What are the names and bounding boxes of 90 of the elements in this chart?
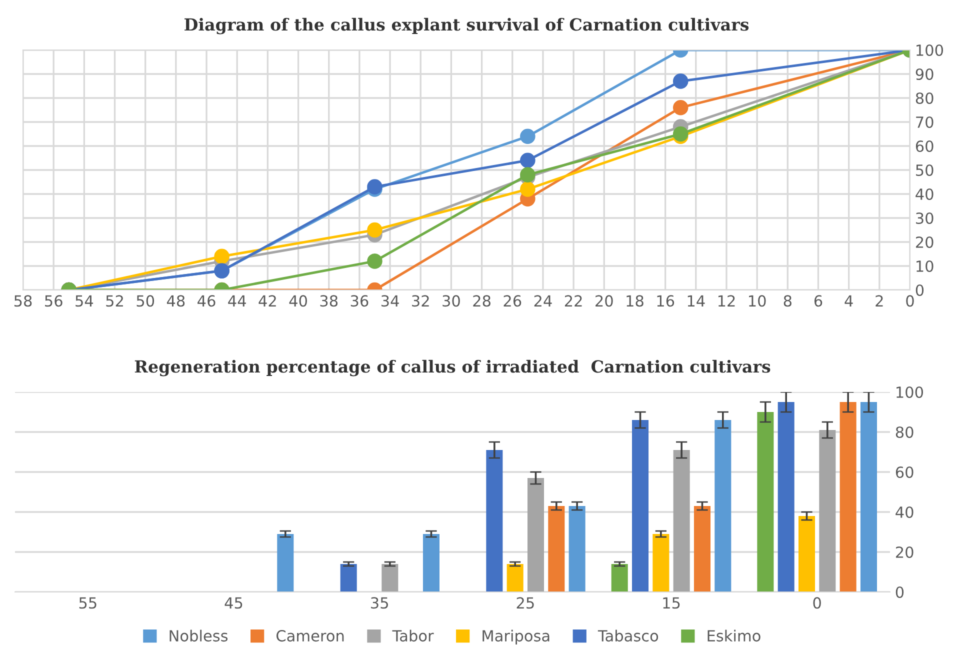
point [520,152,536,168]
legend-label: Nobless [170,630,228,642]
x-tick-label: 15 [663,597,680,609]
x-tick-label: 52 [106,295,123,307]
point [672,100,688,116]
x-tick-label: 4 [844,295,853,306]
x-tick-label: 36 [350,295,368,307]
bar [819,430,836,592]
y-tick-label: 60 [916,140,934,152]
y-tick-label: 40 [896,506,914,518]
x-tick-label: 28 [473,295,490,307]
bar [568,506,586,592]
x-tick-label: 14 [688,295,705,306]
bar [277,534,294,592]
bar [340,564,357,592]
x-tick-label: 20 [596,295,613,307]
x-tick-label: 30 [442,295,460,307]
bar [778,402,794,592]
y-tick-label: 20 [916,236,934,248]
x-tick-label: 34 [381,295,399,307]
point [520,167,536,182]
point [520,128,536,144]
x-tick-label: 54 [76,295,94,307]
x-tick-label: 2 [876,295,883,306]
legend-label: Tabasco [598,630,658,642]
y-tick-label: 80 [896,426,914,438]
y-tick-label: 20 [896,546,914,558]
x-tick-label: 25 [516,597,534,609]
bar [632,420,649,592]
legend-label: Eskimo [708,630,760,642]
x-tick-label: 48 [166,295,185,307]
y-tick-label: 40 [916,188,934,200]
legend-label: Tabor [392,630,434,642]
bar [757,412,774,592]
y-tick-label: 10 [916,260,934,272]
x-tick-label: 40 [289,295,307,307]
point [672,74,688,89]
bar [673,450,690,592]
bar [548,506,565,592]
bar [798,516,816,592]
legend-label: Cameron [276,630,344,642]
x-tick-label: 12 [718,295,735,306]
x-tick-label: 18 [626,295,644,307]
x-tick-label: 22 [564,295,582,306]
y-tick-label: 50 [916,164,934,176]
legend-label: Mariposa [482,630,550,645]
bar [611,564,628,592]
y-tick-label: 60 [896,466,914,478]
x-tick-label: 35 [371,597,388,609]
bar [506,564,524,592]
chart-title: Diagram of the callus explant survival of Carnation cultivars [184,18,749,34]
bar [652,534,670,592]
bar [694,506,711,592]
bar [860,402,877,592]
y-tick-label: 0 [896,586,904,598]
x-tick-label: 46 [198,295,216,307]
x-tick-label: 45 [224,597,242,609]
point [367,222,382,238]
x-tick-label: 38 [320,295,338,307]
bar [527,478,544,592]
y-tick-label: 80 [916,92,934,104]
x-tick-label: 16 [657,295,674,307]
x-tick-label: 10 [749,295,766,307]
y-tick-label: 100 [916,44,944,56]
bar [422,534,440,592]
x-tick-label: 0 [813,597,821,609]
bar [714,420,732,592]
x-tick-label: 42 [258,295,276,306]
y-tick-label: 70 [916,116,934,128]
x-tick-label: 32 [412,295,429,307]
x-tick-label: 44 [228,295,246,306]
bar [840,402,856,592]
x-tick-label: 50 [136,295,154,307]
point [367,254,382,269]
y-tick-label: 90 [916,68,934,80]
x-tick-label: 6 [814,295,822,307]
bar [382,564,398,592]
x-tick-label: 24 [534,295,552,306]
x-tick-label: 56 [45,295,62,307]
x-tick-label: 58 [14,295,32,307]
x-tick-label: 8 [784,295,792,307]
x-tick-label: 26 [504,295,522,307]
point [520,182,536,197]
bar [486,450,503,592]
y-tick-label: 100 [896,386,924,398]
point [214,248,230,264]
chart-title: Regeneration percentage of callus of irradiated Carnation cultivars [134,360,770,376]
y-tick-label: 0 [916,284,924,296]
y-tick-label: 30 [916,212,934,224]
x-tick-label: 55 [79,597,96,609]
